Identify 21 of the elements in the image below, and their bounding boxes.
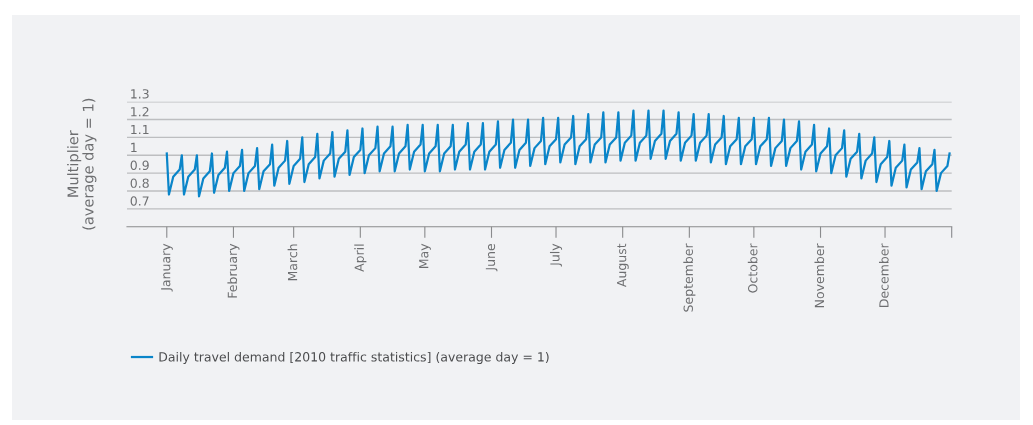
x-tick-label: May <box>419 243 431 268</box>
y-tick-label: 1.2 <box>131 106 149 117</box>
x-tick-label: September <box>683 243 696 312</box>
x-tick-label: March <box>287 244 298 281</box>
y-tick-label: 0.8 <box>130 178 149 188</box>
x-tick-label: October <box>747 243 758 293</box>
x-tick-label: June <box>485 244 498 272</box>
x-tick-label: November <box>814 243 825 308</box>
y-tick-label: 1.1 <box>131 125 149 135</box>
x-tick-label: July <box>549 243 563 267</box>
y-tick-label: 0.7 <box>130 196 149 206</box>
x-tick-label: December <box>878 243 889 307</box>
x-tick-label: August <box>617 243 629 288</box>
y-tick-label: 1 <box>131 142 137 152</box>
y-tick-label: 1.3 <box>131 89 149 99</box>
legend-label: Daily travel demand [2010 traffic statistics] (average day = 1) <box>159 351 549 364</box>
y-axis-title: Multiplier (average day = 1) <box>67 98 97 230</box>
y-tick-label: 0.9 <box>130 160 149 171</box>
x-tick-label: April <box>354 244 367 272</box>
x-tick-label: February <box>227 243 240 298</box>
x-tick-label: January <box>161 243 173 292</box>
